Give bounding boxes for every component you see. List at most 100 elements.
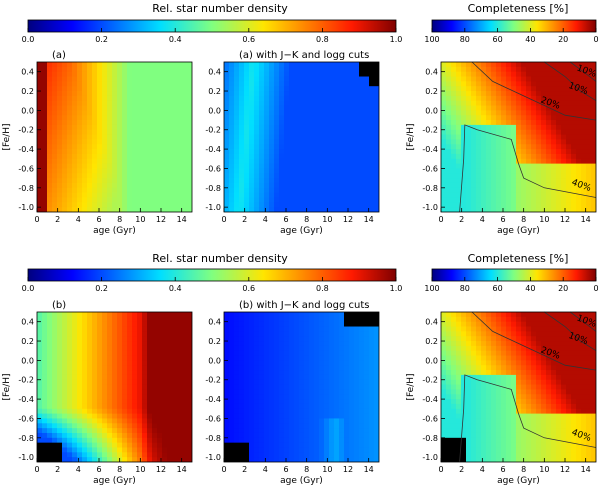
- heatmap-cell: [304, 447, 310, 453]
- heatmap-cell: [122, 312, 128, 318]
- heatmap-cell: [324, 81, 330, 87]
- heatmap-cell: [556, 124, 562, 131]
- heatmap-cell: [157, 163, 163, 170]
- heatmap-cell: [137, 321, 143, 328]
- heatmap-cell: [142, 129, 148, 136]
- heatmap-cell: [167, 355, 173, 361]
- heatmap-cell: [142, 153, 148, 160]
- heatmap-cell: [132, 403, 138, 410]
- heatmap-cell: [496, 110, 502, 116]
- heatmap-cell: [364, 403, 370, 410]
- heatmap-cell: [344, 81, 350, 87]
- heatmap-cell: [591, 115, 596, 121]
- heatmap-cell: [521, 187, 527, 194]
- heatmap-cell: [471, 178, 477, 184]
- heatmap-cell: [142, 91, 148, 97]
- colorbar-top-density: Rel. star number density 0.0 0.2 0.4 0.6 0.8…: [22, 2, 403, 44]
- heatmap-cell: [531, 100, 537, 107]
- heatmap-cell: [254, 187, 260, 194]
- heatmap-cell: [244, 168, 250, 174]
- heatmap-cell: [329, 149, 335, 155]
- heatmap-cell: [132, 442, 138, 449]
- heatmap-cell: [581, 187, 587, 194]
- heatmap-cell: [586, 110, 592, 116]
- heatmap-cell: [279, 91, 285, 97]
- heatmap-cell: [561, 144, 567, 150]
- heatmap-cell: [496, 86, 502, 92]
- heatmap-cell: [501, 173, 507, 179]
- heatmap-cell: [349, 178, 355, 184]
- y-tick-label: -0.4: [18, 395, 34, 404]
- heatmap-cell: [571, 81, 577, 87]
- heatmap-cell: [561, 202, 567, 208]
- heatmap-cell: [42, 100, 48, 107]
- heatmap-cell: [67, 91, 73, 97]
- heatmap-cell: [107, 355, 113, 361]
- heatmap-cell: [72, 452, 78, 458]
- heatmap-cell: [229, 360, 235, 366]
- heatmap-cell: [97, 374, 103, 381]
- heatmap-cell: [304, 341, 310, 347]
- heatmap-cell: [324, 178, 330, 184]
- heatmap-cell: [289, 86, 295, 92]
- heatmap-cell: [229, 149, 235, 155]
- heatmap-cell: [299, 345, 305, 352]
- heatmap-cell: [491, 207, 497, 212]
- heatmap-cell: [339, 355, 345, 361]
- heatmap-cell: [304, 442, 310, 449]
- heatmap-cell: [254, 153, 260, 160]
- heatmap-cell: [92, 129, 98, 136]
- heatmap-cell: [274, 173, 280, 179]
- heatmap-cell: [117, 403, 123, 410]
- heatmap-cell: [279, 66, 285, 73]
- heatmap-cell: [369, 144, 375, 150]
- heatmap-cell: [127, 91, 133, 97]
- heatmap-cell: [289, 178, 295, 184]
- heatmap-cell: [157, 124, 163, 131]
- heatmap-cell: [102, 124, 108, 131]
- heatmap-cell: [274, 187, 280, 194]
- heatmap-cell: [122, 394, 128, 400]
- heatmap-cell: [359, 432, 365, 439]
- heatmap-cell: [249, 86, 255, 92]
- heatmap-cell: [234, 207, 240, 212]
- heatmap-cell: [234, 144, 240, 150]
- heatmap-cell: [294, 110, 300, 116]
- heatmap-cell: [446, 178, 452, 184]
- heatmap-cell: [274, 326, 280, 332]
- heatmap-cell: [264, 158, 270, 165]
- heatmap-cell: [172, 457, 178, 462]
- heatmap-cell: [294, 120, 300, 126]
- heatmap-cell: [551, 158, 557, 165]
- heatmap-cell: [446, 71, 452, 78]
- heatmap-cell: [466, 207, 472, 212]
- heatmap-cell: [264, 428, 270, 434]
- heatmap-cell: [77, 129, 83, 136]
- heatmap-cell: [127, 182, 133, 189]
- heatmap-cell: [147, 76, 153, 82]
- heatmap-cell: [561, 62, 567, 68]
- heatmap-cell: [97, 149, 103, 155]
- heatmap-cell: [496, 66, 502, 73]
- heatmap-cell: [182, 207, 188, 212]
- heatmap-cell: [122, 124, 128, 131]
- heatmap-cell: [177, 350, 183, 357]
- heatmap-cell: [591, 207, 596, 212]
- heatmap-cell: [274, 321, 280, 328]
- heatmap-cell: [299, 124, 305, 131]
- y-tick-label: 0.4: [425, 68, 438, 77]
- heatmap-cell: [102, 144, 108, 150]
- heatmap-cell: [354, 413, 360, 420]
- heatmap-cell: [329, 62, 335, 68]
- heatmap-cell: [511, 202, 517, 208]
- heatmap-cell: [239, 168, 245, 174]
- heatmap-cell: [132, 105, 138, 111]
- heatmap-cell: [224, 202, 230, 208]
- heatmap-cell: [304, 81, 310, 87]
- heatmap-cell: [37, 312, 43, 318]
- heatmap-cell: [142, 182, 148, 189]
- heatmap-cell: [364, 389, 370, 395]
- heatmap-cell: [254, 321, 260, 328]
- heatmap-cell: [187, 355, 192, 361]
- heatmap-cell: [264, 105, 270, 111]
